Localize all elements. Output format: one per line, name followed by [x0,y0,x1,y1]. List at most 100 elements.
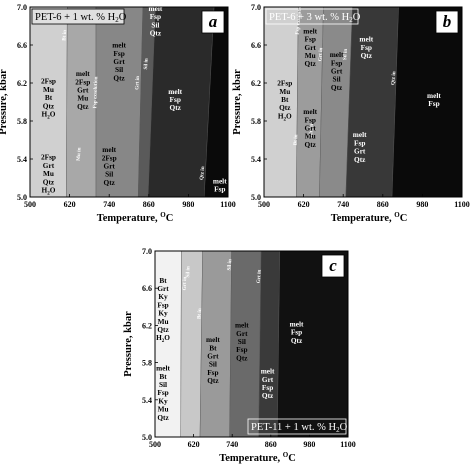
panel-title: PET-6 + 1 wt. % H2O [35,12,127,24]
assemblage-label: melt Fsp Grt Sil Qtz [330,50,344,92]
plot-frame [263,6,463,198]
assemblage-label: melt Bt Grt Sil Fsp Qtz [206,335,220,385]
assemblage-label: melt Grt Fsp Qtz [261,367,275,401]
panel-letter: a [209,12,218,31]
x-tick-label: 620 [298,200,310,209]
title-box [265,8,359,25]
x-tick-label: 860 [377,200,389,209]
assemblage-label: melt Fsp Qtz [359,35,373,60]
x-tick-label: 500 [258,200,270,209]
y-tick-label: 7.0 [251,3,261,12]
reaction-label: Grt in [256,269,263,283]
panel-letter: c [329,256,337,275]
x-tick-label: 500 [24,200,36,209]
x-tick-label: 740 [337,200,349,209]
assemblage-label: melt Fsp Grt Mu Qtz [303,107,317,149]
reaction-label: Bt in [293,134,300,145]
x-tick-label: 1100 [340,440,356,449]
y-tick-label: 5.8 [142,359,152,368]
y-axis-label: Pressure, kbar [0,69,9,135]
panel-letter-box [435,10,459,34]
assemblage-label: melt Fsp Qtz [290,320,304,345]
title-box [247,418,347,435]
assemblage-label: melt Fsp Grt Mu Qtz [303,26,317,68]
x-axis-label: Temperature, OC [219,451,296,464]
reaction-label: Grt in [317,47,324,61]
y-tick-label: 5.0 [17,193,27,202]
y-tick-label: 5.0 [142,433,152,442]
panel-letter: b [443,12,452,31]
y-tick-label: 7.0 [142,247,152,256]
y-axis-label: Pressure, kbar [123,311,134,377]
y-tick-label: 6.2 [251,79,261,88]
x-tick-label: 620 [64,200,76,209]
reaction-label: Sil in [226,259,233,271]
reaction-label: Qtz in [199,166,206,180]
y-tick-label: 5.4 [251,155,261,164]
y-tick-label: 5.8 [17,117,27,126]
y-axis-label: Pressure, kbar [232,69,243,135]
assemblage-label: Bt Grt Ky Fsp Ky Mu Qtz H2O [156,276,170,344]
y-tick-label: 6.6 [251,41,261,50]
plot-frame [29,6,229,198]
x-tick-label: 1100 [220,200,236,209]
reaction-label: Bt in [61,30,68,41]
reaction-label: Fsp exsolution [92,76,99,108]
reaction-label: Sil in [143,58,150,70]
reaction-label: Bt in [196,308,203,319]
x-tick-label: 740 [103,200,115,209]
assemblage-label: 2Fsp Mu Bt Qtz H2O [41,77,56,121]
field-melt-fsp-qtz [276,250,349,438]
panel-letter-box [321,254,345,278]
x-tick-label: 740 [226,440,238,449]
y-tick-label: 6.2 [17,79,27,88]
x-tick-label: 980 [182,200,194,209]
x-tick-label: 980 [303,440,315,449]
x-tick-label: 500 [149,440,161,449]
y-tick-label: 5.4 [142,396,152,405]
panel-b: Bt in Fsp exsolution Mu in Grt in Sil in Qtz … [232,3,470,224]
reaction-label: Mu in [76,147,83,161]
x-axis-label: Temperature, OC [331,211,408,224]
field-melt-fsp [391,6,463,198]
assemblage-label: 2Fsp Mu Bt Qtz H2O [277,79,292,123]
panel-letter-box [201,10,225,34]
panel-title: PET-6 + 3 wt. % H2O [269,12,361,24]
y-tick-label: 6.6 [17,41,27,50]
assemblage-label: 2Fsp Grt Mu Qtz H2O [41,153,56,197]
y-tick-label: 5.4 [17,155,27,164]
reaction-label: Mu in [308,123,315,137]
x-axis-label: Temperature, OC [97,211,174,224]
x-tick-label: 980 [416,200,428,209]
reaction-label: Fsp exsolution [295,3,304,35]
assemblage-label: melt Grt Sil Fsp Qtz [235,321,249,363]
y-tick-label: 7.0 [17,3,27,12]
y-tick-label: 6.2 [142,321,152,330]
assemblage-label: melt Fsp Sil Qtz [149,4,163,38]
assemblage-label: melt Fsp [213,176,227,193]
reaction-label: Grt in [182,276,188,290]
assemblage-label: melt Fsp Grt Sil Qtz [112,41,126,83]
reaction-label: Grt in [134,76,141,90]
assemblage-label: melt Fsp [427,91,441,108]
y-tick-label: 6.6 [142,284,152,293]
panel-title: PET-11 + 1 wt. % H2O [251,422,348,434]
y-tick-label: 5.0 [251,193,261,202]
reaction-label: Sil in [185,266,191,278]
x-tick-label: 620 [188,440,200,449]
x-tick-label: 1100 [454,200,470,209]
plot-frame [154,250,349,438]
assemblage-label: melt Fsp Grt Qtz [353,130,367,164]
assemblage-label: melt 2Fsp Grt Sil Qtz [102,145,117,187]
x-tick-label: 860 [265,440,277,449]
x-tick-label: 860 [143,200,155,209]
y-tick-label: 5.8 [251,117,261,126]
assemblage-label: melt 2Fsp Grt Mu Qtz [75,69,90,111]
assemblage-label: melt Fsp Qtz [168,87,182,112]
title-box [31,8,125,25]
reaction-label: Qtz in [390,71,397,85]
assemblage-label: melt Bt Sil Fsp Ky Mu Qtz [156,364,170,422]
